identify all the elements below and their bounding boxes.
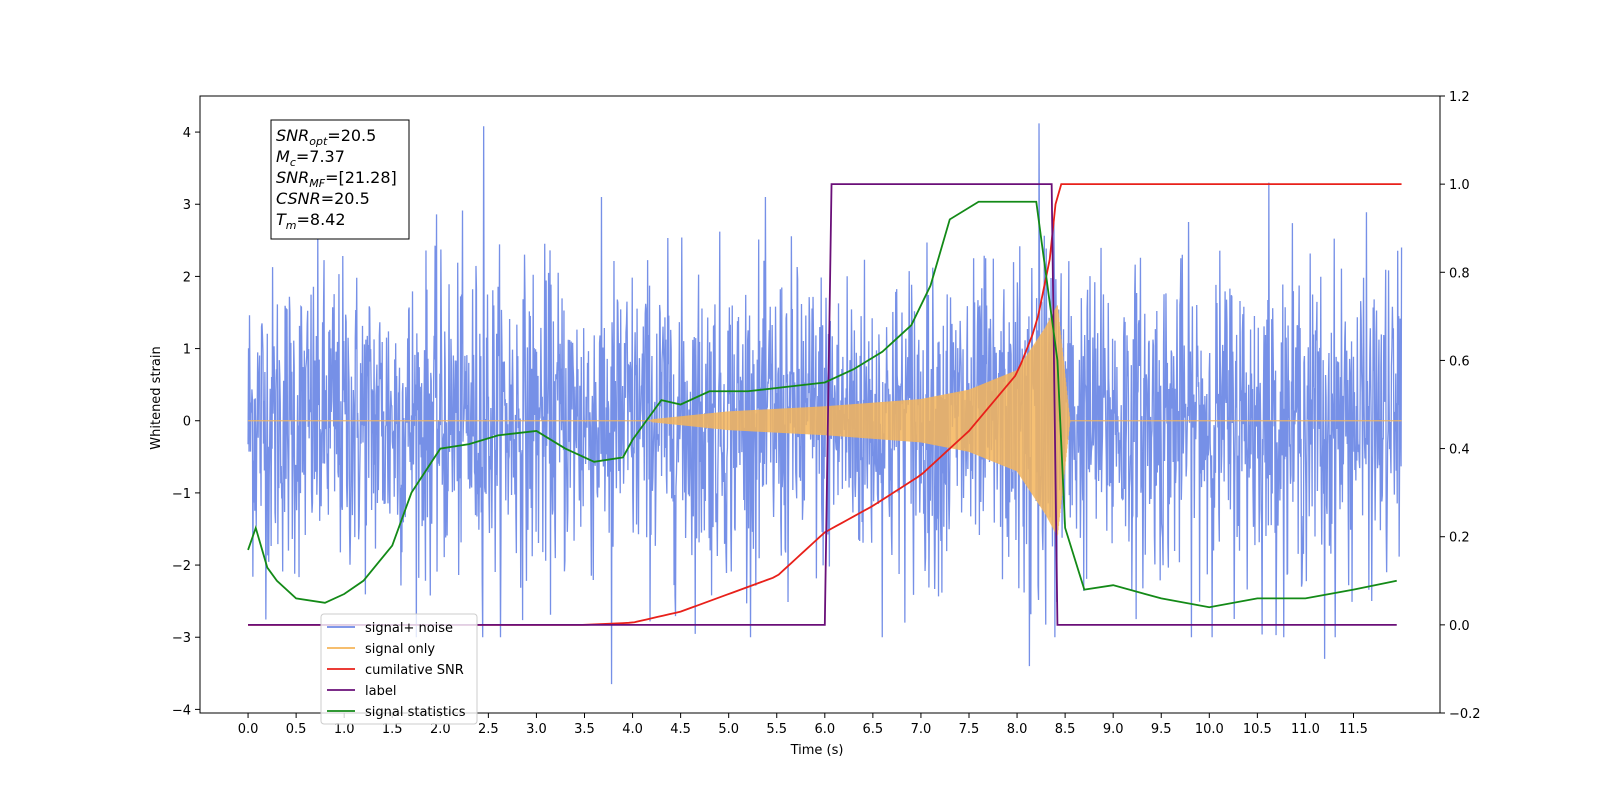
y2-tick-label: 1.0 bbox=[1449, 178, 1470, 193]
y-tick-label: 0 bbox=[183, 415, 191, 430]
legend-entry: signal only bbox=[365, 642, 435, 657]
y-tick-label: 2 bbox=[183, 270, 191, 285]
y2-tick-label: 0.2 bbox=[1449, 531, 1470, 546]
y-tick-label: −2 bbox=[172, 559, 191, 574]
y-tick-label: 4 bbox=[183, 126, 191, 141]
y-tick-label: 1 bbox=[183, 343, 191, 358]
x-tick-label: 8.0 bbox=[1007, 722, 1028, 737]
legend-entry: cumilative SNR bbox=[365, 663, 464, 678]
y-tick-label: −3 bbox=[172, 631, 191, 646]
legend-entry: signal+ noise bbox=[365, 621, 453, 636]
series-signal-only-line bbox=[248, 305, 1402, 536]
annotation-line: SNRopt=20.5 bbox=[276, 126, 376, 148]
legend-frame bbox=[320, 613, 478, 725]
annotation-line: Tm=8.42 bbox=[276, 210, 346, 232]
x-tick-label: 8.5 bbox=[1055, 722, 1076, 737]
x-axis-label: Time (s) bbox=[790, 743, 844, 758]
y2-tick-label: 0.6 bbox=[1449, 354, 1470, 369]
x-tick-label: 0.5 bbox=[286, 722, 307, 737]
plot-frame bbox=[199, 95, 1441, 714]
y-tick-label: −4 bbox=[172, 703, 191, 718]
x-tick-label: 1.0 bbox=[334, 722, 355, 737]
x-tick-label: 4.5 bbox=[670, 722, 691, 737]
x-tick-label: 6.5 bbox=[863, 722, 884, 737]
y-tick-label: 3 bbox=[183, 198, 191, 213]
y2-tick-label: 0.8 bbox=[1449, 266, 1470, 281]
x-tick-label: 0.0 bbox=[238, 722, 259, 737]
x-tick-label: 5.5 bbox=[766, 722, 787, 737]
x-tick-label: 1.5 bbox=[382, 722, 403, 737]
x-tick-label: 2.0 bbox=[430, 722, 451, 737]
y2-tick-label: 0.4 bbox=[1449, 443, 1470, 458]
x-tick-label: 10.5 bbox=[1243, 722, 1272, 737]
annotation-line: SNRMF=[21.28] bbox=[276, 168, 397, 190]
y-axis-label: Whitened strain bbox=[149, 346, 164, 449]
x-tick-label: 7.5 bbox=[959, 722, 980, 737]
annotation-box: SNRopt=20.5Mc=7.37SNRMF=[21.28]CSNR=20.5… bbox=[270, 119, 410, 240]
legend-entry: label bbox=[365, 684, 396, 699]
axes: 0.0 0.5 1.0 1.5 2.0 2.5 3.0 3.5 4.0 4.5 5.0 5.5 6.0 6… bbox=[172, 90, 1481, 737]
annotation-frame bbox=[270, 119, 410, 240]
legend-entry: signal statistics bbox=[365, 705, 466, 720]
x-tick-label: 7.0 bbox=[911, 722, 932, 737]
plot-area bbox=[247, 123, 1403, 685]
x-tick-label: 11.5 bbox=[1339, 722, 1368, 737]
series-group bbox=[247, 123, 1403, 685]
x-tick-label: 2.5 bbox=[478, 722, 499, 737]
x-tick-label: 11.0 bbox=[1291, 722, 1320, 737]
x-tick-label: 3.5 bbox=[574, 722, 595, 737]
series-signal-statistics-line bbox=[247, 200, 1397, 609]
annotation-line: Mc=7.37 bbox=[276, 147, 345, 169]
annotation-line: CSNR=20.5 bbox=[276, 189, 370, 208]
x-tick-label: 9.5 bbox=[1151, 722, 1172, 737]
x-tick-label: 3.0 bbox=[526, 722, 547, 737]
y2-tick-label: 1.2 bbox=[1449, 90, 1470, 105]
x-tick-label: 4.0 bbox=[622, 722, 643, 737]
x-tick-label: 6.0 bbox=[814, 722, 835, 737]
legend: signal+ noise signal only cumilative SNR la… bbox=[320, 613, 478, 725]
y2-tick-label: 0.0 bbox=[1449, 619, 1470, 634]
x-tick-label: 9.0 bbox=[1103, 722, 1124, 737]
y2-tick-label: −0.2 bbox=[1449, 707, 1481, 722]
x-tick-label: 5.0 bbox=[718, 722, 739, 737]
x-tick-label: 10.0 bbox=[1195, 722, 1224, 737]
series-label-line bbox=[248, 183, 1397, 626]
y-tick-label: −1 bbox=[172, 487, 191, 502]
